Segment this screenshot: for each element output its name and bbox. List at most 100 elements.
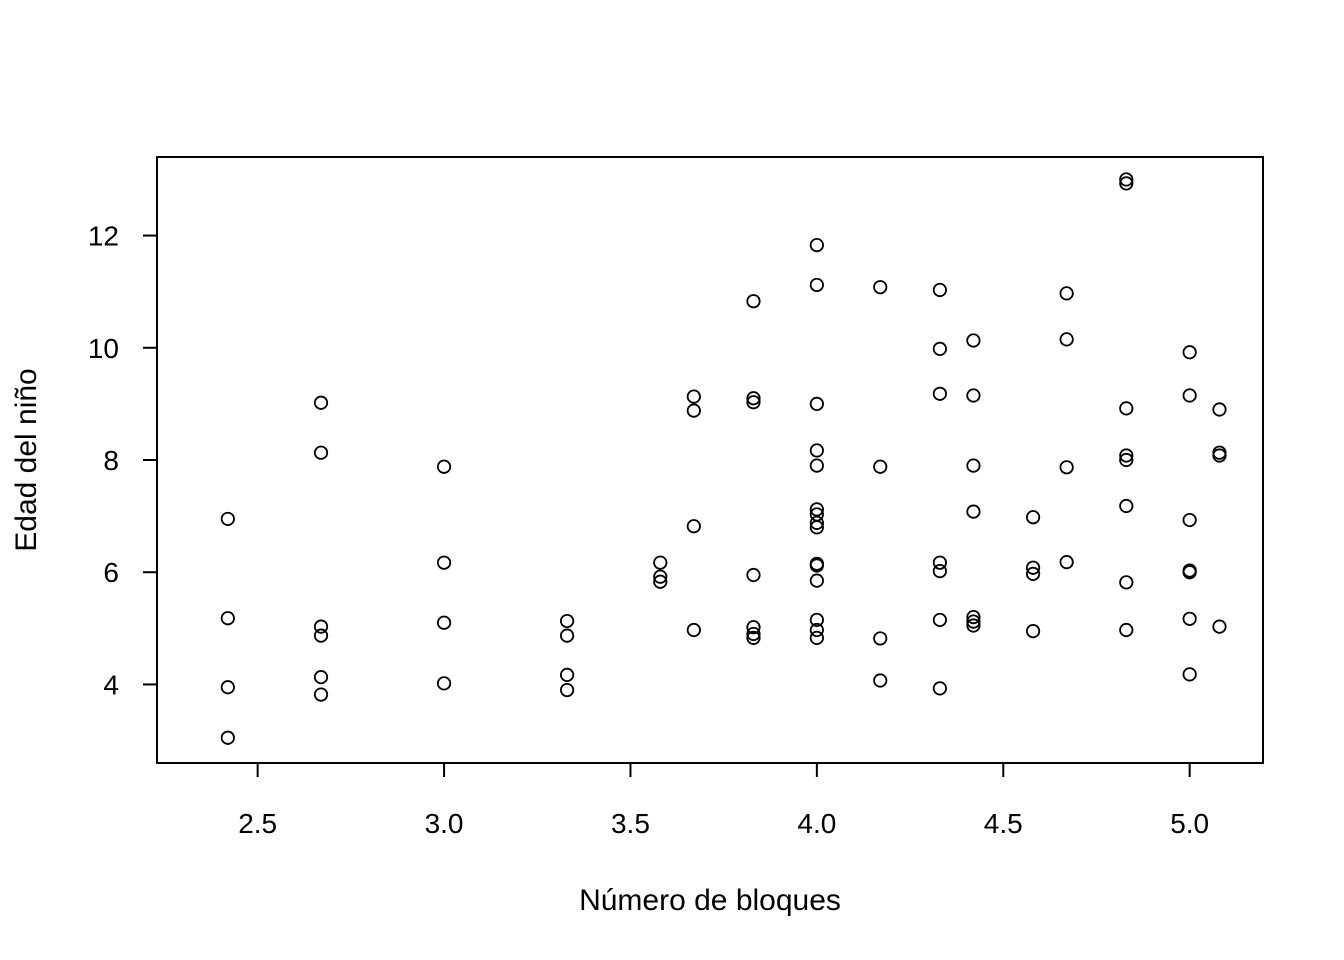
data-point [686,519,701,534]
data-point [436,676,452,691]
data-point [686,403,701,418]
y-axis: 4 6 8 10 12 [88,221,158,700]
y-tick-label: 8 [103,445,119,476]
data-point [873,631,888,646]
data-point [1119,452,1134,468]
x-tick-label: 2.5 [238,808,277,839]
data-point [932,681,947,696]
data-point [1119,622,1134,638]
data-point [220,511,235,527]
x-tick-label: 4.5 [984,808,1023,839]
data-point [932,612,947,628]
data-point [1182,611,1197,626]
data-point [809,622,824,638]
data-point [1119,575,1134,590]
x-axis: 2.5 3.0 3.5 4.0 4.5 5.0 [238,762,1209,839]
data-point [313,670,329,685]
data-point [313,687,329,702]
data-point [1182,388,1197,403]
data-point [1119,401,1134,416]
data-point [873,673,888,688]
data-point [1119,498,1134,514]
data-point [932,563,947,579]
data-point [809,237,824,253]
data-point [653,555,668,570]
data-point [1059,555,1074,570]
data-point [1182,512,1197,528]
data-point [746,620,761,635]
data-point [313,445,329,460]
data-point [932,282,947,298]
data-point [220,730,235,745]
data-point [1025,566,1041,582]
data-point [1182,565,1197,580]
data-point [559,613,575,629]
data-point [220,680,235,695]
y-tick-label: 12 [88,221,119,252]
data-point [1212,445,1227,460]
data-point [966,388,981,403]
data-point [559,667,575,683]
data-point [809,515,824,530]
data-point [966,458,981,473]
data-point [966,618,981,633]
data-point [686,389,701,404]
data-point [966,504,981,519]
data-point [313,395,329,410]
x-tick-label: 4.0 [797,808,836,839]
y-tick-label: 10 [88,333,119,364]
data-point [313,628,329,643]
data-point [966,333,981,348]
data-point [809,502,824,517]
data-point [1182,345,1197,360]
data-point [809,396,824,411]
data-point [1212,448,1227,463]
data-point [1025,510,1041,525]
data-point [1059,332,1074,347]
data-point [809,520,824,535]
data-point [873,459,888,474]
data-point [809,277,824,293]
data-point [436,555,452,570]
data-point [653,569,668,584]
data-point [746,626,761,642]
data-point [809,558,824,573]
data-point [746,395,761,410]
data-point [220,611,235,626]
data-point [436,615,452,630]
data-point [1119,448,1134,463]
data-point [1059,460,1074,475]
data-point [746,391,761,406]
data-point [746,567,761,583]
data-point [1025,624,1041,639]
data-point [653,574,668,589]
data-point [809,630,824,645]
data-point [1059,286,1074,301]
y-tick-label: 4 [103,669,119,700]
x-tick-label: 3.0 [425,808,464,839]
data-points [220,172,1227,745]
data-point [1182,667,1197,682]
data-point [809,458,824,473]
data-point [559,682,575,698]
x-axis-title: Número de bloques [579,884,841,917]
y-tick-label: 6 [103,557,119,588]
data-point [809,443,824,458]
data-point [966,610,981,625]
data-point [746,294,761,309]
data-point [746,630,761,645]
data-point [313,619,329,634]
data-point [873,280,888,295]
data-point [1212,402,1227,417]
data-point [1119,176,1134,191]
data-point [809,612,824,628]
y-axis-title: Edad del niño [10,368,43,552]
data-point [1025,560,1041,575]
data-point [559,628,575,643]
x-tick-label: 3.5 [611,808,650,839]
data-point [436,459,452,474]
data-point [1212,619,1227,634]
data-point [932,386,947,401]
data-point [966,614,981,629]
